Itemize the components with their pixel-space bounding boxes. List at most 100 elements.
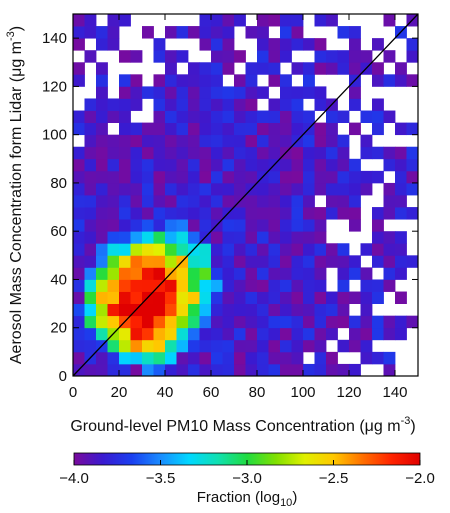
heatmap-cell — [280, 219, 292, 232]
heatmap-cell — [142, 351, 154, 365]
heatmap-cell — [257, 291, 269, 304]
heatmap-cell — [176, 86, 189, 99]
heatmap-cell — [130, 158, 143, 172]
heatmap-cell — [165, 134, 177, 148]
heatmap-cell — [73, 219, 85, 232]
heatmap-cell — [337, 207, 350, 220]
heatmap-cell — [130, 363, 143, 377]
heatmap-cell — [383, 110, 396, 123]
heatmap-cell — [372, 351, 384, 365]
heatmap-cell — [268, 255, 281, 268]
heatmap-cell — [199, 363, 212, 377]
heatmap-cell — [188, 146, 200, 160]
y-tick-label: 140 — [42, 30, 67, 47]
heatmap-cell — [222, 279, 235, 292]
heatmap-cell — [234, 291, 246, 304]
heatmap-cell — [153, 134, 166, 148]
heatmap-cell — [314, 327, 327, 341]
heatmap-cell — [406, 146, 419, 160]
heatmap-cell — [107, 219, 120, 232]
heatmap-cell — [130, 267, 143, 280]
heatmap-cell — [234, 110, 246, 123]
heatmap-cell — [234, 50, 246, 63]
heatmap-cell — [280, 14, 292, 27]
heatmap-cell — [153, 158, 166, 172]
heatmap-cell — [165, 122, 177, 136]
heatmap-cell — [280, 267, 292, 280]
heatmap-cell — [153, 38, 166, 51]
heatmap-cell — [84, 146, 97, 160]
heatmap-cell — [165, 231, 177, 244]
heatmap-cell — [84, 267, 97, 280]
heatmap-cell — [165, 26, 177, 39]
heatmap-cell — [280, 122, 292, 136]
heatmap-cell — [360, 182, 373, 196]
heatmap-cell — [280, 315, 292, 329]
heatmap-cell — [211, 315, 223, 329]
heatmap-cell — [268, 182, 281, 196]
heatmap-cell — [176, 291, 189, 304]
heatmap-cell — [257, 231, 269, 244]
heatmap-cell — [257, 327, 269, 341]
heatmap-cell — [222, 50, 235, 63]
heatmap-cell — [165, 219, 177, 232]
y-tick-label: 100 — [42, 127, 67, 144]
heatmap-cell — [188, 98, 200, 111]
heatmap-cell — [96, 315, 108, 329]
heatmap-cell — [199, 315, 212, 329]
heatmap-cell — [84, 315, 97, 329]
heatmap-cell — [372, 243, 384, 256]
heatmap-cell — [257, 158, 269, 172]
heatmap-cell — [211, 14, 223, 27]
heatmap-cell — [349, 327, 361, 341]
heatmap-cell — [268, 14, 281, 27]
heatmap-cell — [314, 38, 327, 51]
heatmap-cell — [349, 363, 361, 377]
heatmap-cell — [130, 122, 143, 136]
heatmap-cell — [119, 351, 131, 365]
heatmap-cell — [337, 279, 350, 292]
heatmap-cell — [349, 122, 361, 136]
heatmap-cell — [119, 255, 131, 268]
heatmap-cell — [153, 207, 166, 220]
heatmap-cell — [268, 279, 281, 292]
heatmap-cell — [234, 315, 246, 329]
heatmap-cell — [142, 255, 154, 268]
heatmap-cell — [360, 291, 373, 304]
heatmap-cell — [142, 158, 154, 172]
heatmap-cell — [165, 158, 177, 172]
heatmap-cell — [96, 170, 108, 184]
heatmap-cell — [73, 195, 85, 208]
heatmap-cell — [73, 291, 85, 304]
heatmap-cell — [280, 243, 292, 256]
heatmap-cell — [107, 182, 120, 196]
heatmap-cell — [176, 351, 189, 365]
heatmap-cell — [291, 26, 304, 39]
heatmap-cell — [119, 207, 131, 220]
heatmap-cell — [73, 158, 85, 172]
heatmap-cell — [303, 110, 315, 123]
heatmap-cell — [372, 315, 384, 329]
heatmap-cell — [280, 291, 292, 304]
heatmap-cell — [383, 243, 396, 256]
heatmap-cell — [176, 110, 189, 123]
x-tick-label: 0 — [69, 384, 77, 401]
heatmap-cell — [96, 351, 108, 365]
heatmap-cell — [257, 50, 269, 63]
heatmap-cell — [257, 303, 269, 317]
heatmap-cell — [188, 219, 200, 232]
heatmap-cell — [383, 14, 396, 27]
heatmap-cell — [153, 74, 166, 87]
heatmap-cell — [199, 255, 212, 268]
heatmap-cell — [337, 255, 350, 268]
heatmap-cell — [142, 146, 154, 160]
heatmap-cell — [96, 195, 108, 208]
heatmap-cell — [84, 110, 97, 123]
heatmap-cell — [280, 50, 292, 63]
heatmap-cell — [326, 351, 338, 365]
heatmap-cell — [268, 363, 281, 377]
heatmap-cell — [188, 363, 200, 377]
heatmap-cell — [314, 122, 327, 136]
y-tick-label: 20 — [50, 320, 67, 337]
heatmap-cell — [360, 267, 373, 280]
